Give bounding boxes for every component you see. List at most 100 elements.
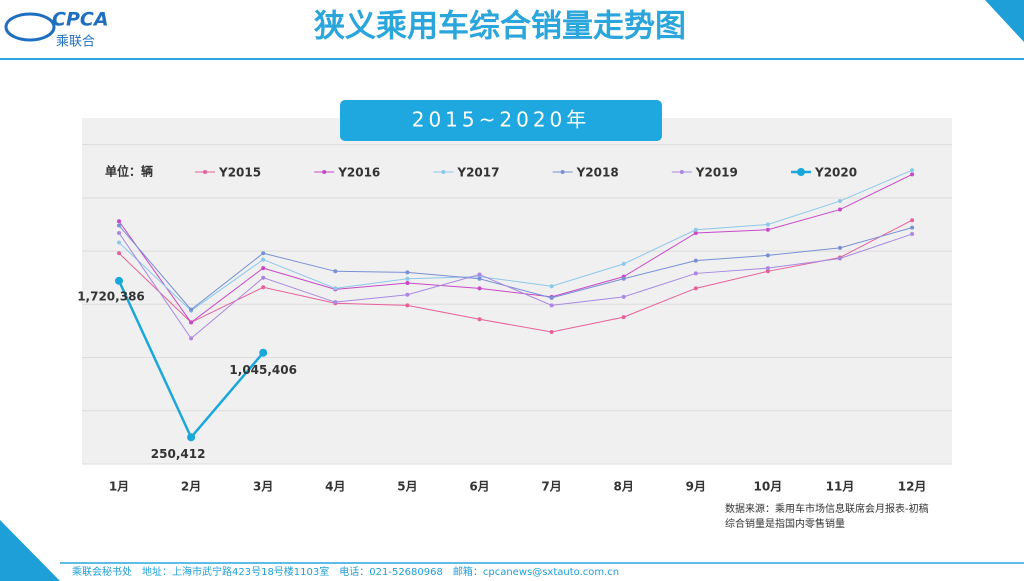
point xyxy=(477,317,482,322)
legend-label: Y2020 xyxy=(814,166,857,180)
point xyxy=(693,227,698,232)
legend-marker xyxy=(441,170,446,174)
x-tick-label: 3月 xyxy=(253,480,273,494)
point xyxy=(693,271,698,276)
legend-marker xyxy=(322,170,327,174)
point xyxy=(549,295,554,300)
point xyxy=(765,266,770,271)
point xyxy=(549,284,554,289)
point xyxy=(405,292,410,297)
point xyxy=(693,258,698,263)
point xyxy=(405,303,410,308)
point xyxy=(333,286,338,291)
legend-label: Y2015 xyxy=(218,166,261,180)
point xyxy=(549,329,554,334)
point xyxy=(405,276,410,281)
point xyxy=(693,286,698,291)
x-tick-label: 12月 xyxy=(898,480,927,494)
point xyxy=(549,303,554,308)
point xyxy=(261,285,266,290)
point xyxy=(910,168,915,173)
x-tick-label: 4月 xyxy=(325,480,345,494)
point xyxy=(259,348,268,357)
point xyxy=(838,207,842,212)
point xyxy=(621,276,626,281)
point xyxy=(838,199,842,204)
point xyxy=(117,251,121,256)
point xyxy=(117,230,121,235)
unit-label: 单位：辆 xyxy=(105,164,153,179)
legend-marker xyxy=(679,170,684,174)
point xyxy=(838,245,842,250)
point xyxy=(621,294,626,299)
x-tick-label: 1月 xyxy=(109,480,129,494)
series-line xyxy=(118,219,913,333)
corner-decoration xyxy=(0,520,60,581)
point xyxy=(765,253,770,258)
x-tick-label: 6月 xyxy=(469,480,489,494)
legend-marker xyxy=(203,170,207,174)
point xyxy=(910,232,915,237)
note: 数据来源：乘用车市场信息联席会月报表-初稿 xyxy=(725,502,929,515)
point xyxy=(187,433,196,442)
point xyxy=(117,240,121,245)
point xyxy=(333,269,338,274)
legend-label: Y2018 xyxy=(576,166,619,180)
point xyxy=(621,315,626,320)
data-label: 1,045,406 xyxy=(229,363,297,377)
x-tick-label: 7月 xyxy=(541,480,561,494)
point xyxy=(333,300,338,305)
legend-marker xyxy=(560,170,565,174)
point xyxy=(189,336,194,341)
point xyxy=(115,276,123,285)
point xyxy=(910,218,915,223)
legend-label: Y2017 xyxy=(456,166,499,180)
legend-marker xyxy=(797,168,805,176)
point xyxy=(477,286,482,291)
data-label: 250,412 xyxy=(151,447,206,461)
point xyxy=(405,270,410,275)
subtitle: 2015~2020年 xyxy=(412,108,591,132)
point xyxy=(117,219,121,224)
legend-label: Y2019 xyxy=(695,166,738,180)
point xyxy=(477,276,482,281)
point xyxy=(765,222,770,227)
point xyxy=(477,272,482,277)
series-line xyxy=(118,232,913,340)
series-line xyxy=(118,173,913,324)
series-line xyxy=(118,225,913,311)
x-tick-label: 8月 xyxy=(614,480,634,494)
point xyxy=(189,307,194,312)
x-tick-label: 9月 xyxy=(686,480,706,494)
point xyxy=(261,275,266,280)
point xyxy=(910,172,915,177)
subtitle-box xyxy=(340,100,662,141)
title: 狭义乘用车综合销量走势图 xyxy=(314,9,686,45)
point xyxy=(765,269,770,274)
corner-decoration xyxy=(985,0,1024,42)
x-tick-label: 5月 xyxy=(397,480,417,494)
x-tick-label: 10月 xyxy=(754,480,783,494)
point xyxy=(765,227,770,232)
point xyxy=(621,261,626,266)
x-tick-label: 11月 xyxy=(826,480,855,494)
logo-text: CPCA xyxy=(52,9,109,31)
x-tick-label: 2月 xyxy=(181,480,201,494)
point xyxy=(261,251,266,256)
legend-label: Y2016 xyxy=(337,166,380,180)
data-label: 1,720,386 xyxy=(77,289,145,303)
point xyxy=(261,257,266,262)
point xyxy=(117,223,121,228)
point xyxy=(189,320,194,325)
point xyxy=(910,225,915,230)
logo-cn: 乘联合 xyxy=(56,35,95,50)
logo-swoosh xyxy=(4,12,56,42)
footer: 乘联会秘书处 地址：上海市武宁路423号18号楼1103室 电话：021-526… xyxy=(72,565,619,578)
point xyxy=(405,281,410,286)
point xyxy=(693,230,698,235)
series-line xyxy=(118,169,913,312)
point xyxy=(261,266,266,271)
note: 综合销量是指国内零售销量 xyxy=(725,517,845,530)
point xyxy=(838,256,842,261)
